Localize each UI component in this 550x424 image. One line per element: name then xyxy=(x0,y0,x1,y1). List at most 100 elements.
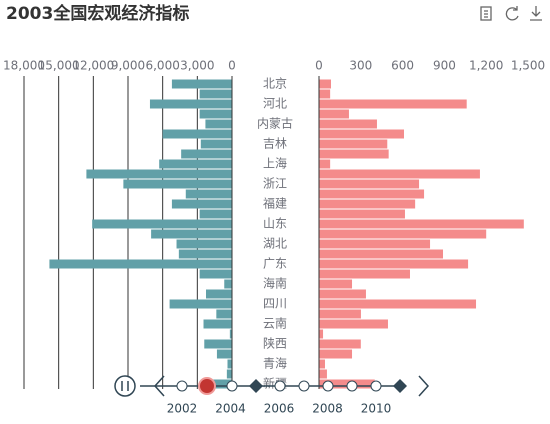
x-tick-label: 9,000 xyxy=(111,59,145,73)
bar xyxy=(171,199,232,209)
bar xyxy=(92,219,232,229)
prev-button[interactable] xyxy=(153,375,165,397)
bar xyxy=(123,179,232,189)
bar xyxy=(319,329,324,339)
timeline-point[interactable] xyxy=(298,380,310,392)
bar xyxy=(216,309,232,319)
x-tick-label: 0 xyxy=(228,59,236,73)
timeline-point[interactable] xyxy=(393,379,407,393)
bar xyxy=(319,309,361,319)
restore-icon[interactable] xyxy=(505,6,519,21)
timeline-point[interactable] xyxy=(322,380,334,392)
toolbox[interactable] xyxy=(480,6,542,21)
data-view-icon[interactable] xyxy=(480,6,492,21)
y-tick-label: 陕西 xyxy=(263,336,287,351)
bar xyxy=(319,359,325,369)
bar xyxy=(49,259,232,269)
bar xyxy=(159,159,232,169)
bar xyxy=(199,89,232,99)
bar xyxy=(319,349,353,359)
x-tick-label: 18,000 xyxy=(3,59,45,73)
bar xyxy=(319,219,524,229)
bar xyxy=(319,259,469,269)
bar xyxy=(162,129,232,139)
timeline-point[interactable] xyxy=(370,380,382,392)
timeline-point[interactable] xyxy=(274,380,286,392)
y-tick-label: 云南 xyxy=(263,316,287,331)
bar xyxy=(319,269,410,279)
bar xyxy=(199,209,232,219)
y-tick-label: 山东 xyxy=(263,217,287,231)
bar xyxy=(319,179,420,189)
bar xyxy=(203,319,232,329)
bar xyxy=(319,209,405,219)
bar xyxy=(319,319,388,329)
x-tick-label: 3,000 xyxy=(180,59,214,73)
timeline-point[interactable] xyxy=(249,379,263,393)
timeline-point[interactable] xyxy=(346,380,358,392)
bar xyxy=(319,169,480,179)
timeline-point[interactable] xyxy=(176,380,188,392)
y-tick-label: 福建 xyxy=(263,196,287,211)
bar xyxy=(319,369,327,379)
x-tick-label: 1,200 xyxy=(469,59,503,73)
y-tick-label: 浙江 xyxy=(263,177,287,191)
x-tick-label: 1,500 xyxy=(511,59,545,73)
bar xyxy=(319,199,416,209)
bar xyxy=(169,299,232,309)
x-tick-label: 900 xyxy=(433,59,456,73)
bar xyxy=(171,79,232,89)
bar xyxy=(185,189,232,199)
bar xyxy=(176,239,232,249)
bar xyxy=(319,229,487,239)
bar xyxy=(224,279,232,289)
bar xyxy=(229,329,232,339)
next-button[interactable] xyxy=(418,375,430,397)
save-icon[interactable] xyxy=(530,6,542,21)
timeline-label: 2006 xyxy=(264,402,295,416)
timeline xyxy=(114,375,430,397)
bar xyxy=(178,249,232,259)
play-button[interactable] xyxy=(114,375,136,397)
bar xyxy=(319,99,467,109)
timeline-label: 2002 xyxy=(167,402,198,416)
y-tick-label: 吉林 xyxy=(263,137,287,151)
x-tick-label: 6,000 xyxy=(145,59,179,73)
bar xyxy=(319,119,377,129)
pause-icon xyxy=(121,381,129,391)
bar xyxy=(319,339,361,349)
bar xyxy=(319,139,388,149)
y-tick-label: 四川 xyxy=(263,297,287,311)
bar xyxy=(319,89,331,99)
timeline-label: 2004 xyxy=(215,402,246,416)
timeline-point[interactable] xyxy=(226,380,238,392)
x-tick-label: 600 xyxy=(391,59,414,73)
bar xyxy=(199,109,232,119)
bar xyxy=(319,159,331,169)
bar xyxy=(319,289,366,299)
bar xyxy=(216,349,232,359)
x-tick-label: 300 xyxy=(349,59,372,73)
y-tick-label: 北京 xyxy=(263,77,287,91)
bar xyxy=(319,149,389,159)
bar xyxy=(319,379,375,389)
y-tick-label: 广东 xyxy=(263,257,287,271)
bar xyxy=(319,79,331,89)
bar xyxy=(86,169,233,179)
bar xyxy=(319,129,404,139)
y-tick-label: 河北 xyxy=(263,97,287,111)
bar xyxy=(319,239,431,249)
bar xyxy=(205,119,232,129)
y-tick-label: 青海 xyxy=(263,356,287,371)
x-tick-label: 12,000 xyxy=(72,59,114,73)
chart-title: 2003全国宏观经济指标 xyxy=(6,3,189,24)
timeline-current[interactable] xyxy=(198,377,216,395)
y-tick-label: 湖北 xyxy=(263,236,287,251)
bar xyxy=(199,269,232,279)
bar xyxy=(149,99,232,109)
bar xyxy=(227,359,232,369)
bar xyxy=(204,339,232,349)
timeline-label: 2008 xyxy=(312,402,343,416)
bar xyxy=(226,369,232,379)
